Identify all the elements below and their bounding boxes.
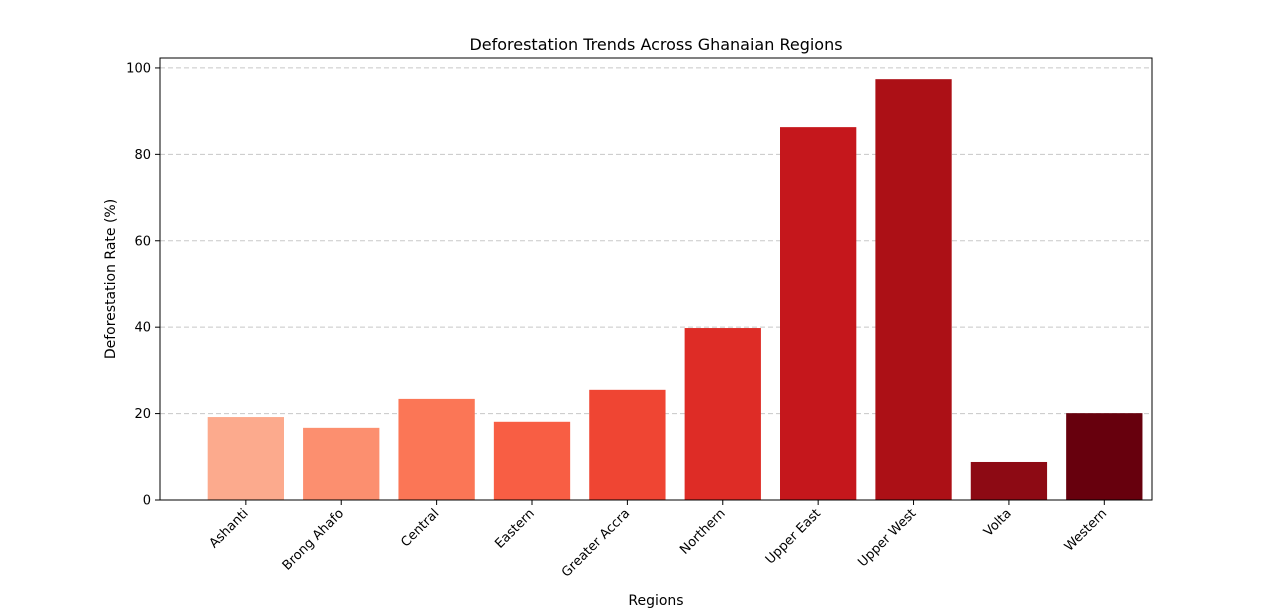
bar-upper-east (780, 127, 857, 501)
grid-lines (160, 67, 1152, 415)
x-tick-label: Upper East (763, 506, 824, 567)
x-axis-title: Regions (628, 593, 683, 609)
bar-greater-accra (589, 389, 666, 500)
bar-upper-west (875, 79, 952, 500)
x-tick-label: Greater Accra (559, 506, 633, 580)
y-tick-label: 60 (134, 234, 151, 249)
x-tick-label: Western (1062, 506, 1110, 554)
chart-title: Deforestation Trends Across Ghanaian Reg… (469, 35, 842, 54)
bars (207, 79, 1143, 501)
x-tick-label: Volta (981, 506, 1015, 540)
bar-northern (684, 328, 761, 500)
x-tick-label: Northern (677, 506, 728, 557)
y-axis-title: Deforestation Rate (%) (103, 199, 119, 359)
plot-frame (159, 57, 1153, 501)
x-tick-label: Ashanti (207, 506, 252, 551)
bar-volta (970, 461, 1048, 500)
y-tick-label: 100 (126, 61, 151, 76)
y-axis: 0 20 40 60 80 100 (126, 61, 160, 509)
bar-eastern (493, 421, 571, 500)
x-tick-label: Brong Ahafo (280, 506, 347, 573)
x-axis: Ashanti Brong Ahafo Central Eastern Greater … (207, 500, 1110, 580)
x-tick-label: Upper West (855, 506, 919, 570)
bar-brong-ahafo (303, 427, 380, 500)
y-tick-label: 20 (134, 407, 151, 422)
x-tick-label: Eastern (492, 506, 538, 552)
bar-central (398, 398, 475, 500)
y-tick-label: 40 (134, 321, 151, 336)
y-tick-label: 0 (143, 494, 151, 509)
bar-ashanti (207, 417, 284, 500)
x-tick-label: Central (398, 506, 442, 550)
y-tick-label: 80 (134, 148, 151, 163)
bar-western (1066, 413, 1143, 500)
